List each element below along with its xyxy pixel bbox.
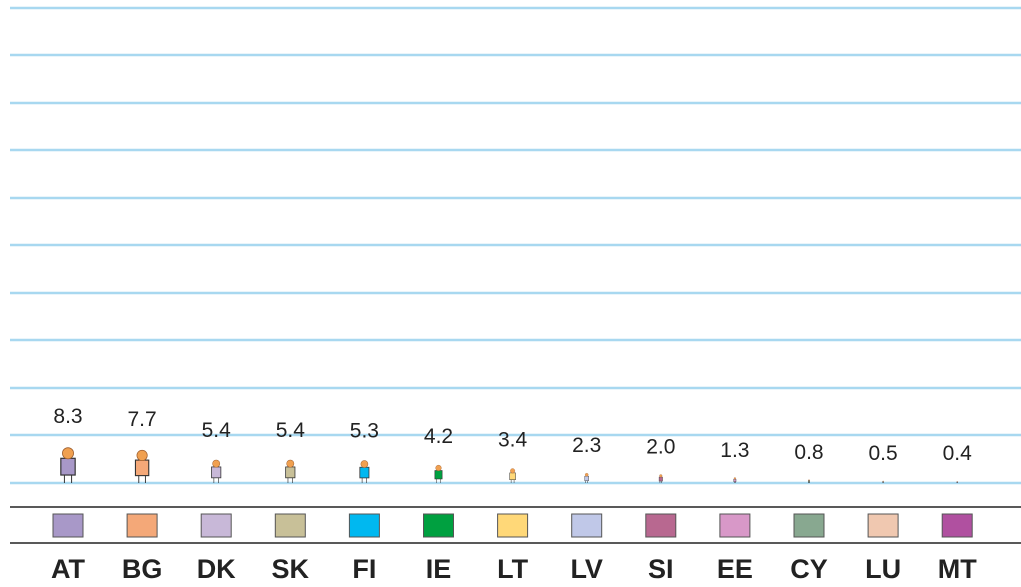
value-label: 5.3 — [350, 420, 379, 443]
figure-head — [956, 481, 958, 482]
figure-body — [808, 480, 810, 483]
figure-head — [212, 459, 221, 468]
value-label: 2.3 — [572, 434, 601, 457]
legend-swatch — [52, 513, 84, 538]
figure-head — [435, 464, 442, 471]
figure-head — [62, 447, 74, 460]
figure-body — [509, 472, 516, 480]
legend-swatch — [274, 513, 306, 538]
pictogram-figure — [359, 460, 370, 483]
category-label: CY — [790, 554, 828, 584]
legend-swatch — [867, 513, 899, 538]
category-label: LT — [497, 554, 528, 584]
legend-swatch — [348, 513, 380, 538]
category-label: MT — [938, 554, 977, 584]
pictogram-figure — [285, 459, 296, 483]
category-label: FI — [352, 554, 376, 584]
category-label: LV — [570, 554, 603, 584]
figure-head — [286, 459, 295, 468]
figure-head — [360, 460, 369, 468]
category-label: EE — [717, 554, 753, 584]
figure-body — [733, 478, 737, 482]
pictogram-figure — [509, 468, 516, 483]
category-label: SK — [272, 554, 310, 584]
figure-body — [211, 466, 222, 479]
legend-swatch — [423, 513, 454, 538]
figure-body — [584, 475, 589, 481]
legend-swatch — [200, 513, 232, 538]
value-label: 1.3 — [720, 439, 749, 462]
background-grid — [10, 6, 1021, 485]
legend-swatch — [941, 513, 973, 538]
value-label: 5.4 — [276, 419, 306, 442]
figure-body — [359, 466, 370, 479]
category-label: BG — [122, 554, 163, 584]
figure-body — [60, 457, 76, 476]
value-label: 3.4 — [498, 429, 528, 452]
category-label: SI — [648, 554, 674, 584]
pictogram-figure — [658, 474, 663, 483]
value-label: 7.7 — [127, 408, 156, 431]
legend-swatch — [571, 513, 603, 538]
value-label: 0.5 — [868, 442, 897, 465]
figure-head — [808, 479, 810, 481]
figure-head — [585, 473, 589, 477]
value-label: 5.4 — [202, 419, 232, 442]
value-label: 2.0 — [646, 435, 675, 458]
legend-swatch — [645, 513, 677, 538]
legend-swatch — [719, 513, 751, 538]
category-label: LU — [865, 554, 901, 584]
pictogram-figure — [733, 477, 737, 483]
legend-swatch — [793, 513, 825, 538]
pictogram-figure — [60, 447, 76, 483]
category-label: IE — [426, 554, 452, 584]
category-label: DK — [197, 554, 236, 584]
legend-swatch — [497, 513, 529, 538]
figure-body — [285, 466, 296, 479]
pictogram-figure — [211, 459, 222, 483]
pictogram-figure — [882, 480, 884, 483]
legend-swatch — [126, 513, 158, 538]
pictogram-figure — [434, 464, 443, 483]
figure-body — [658, 476, 663, 482]
pictogram-figure — [134, 449, 150, 483]
figure-head — [733, 477, 736, 480]
value-label: 0.4 — [943, 442, 973, 465]
value-label: 4.2 — [424, 425, 453, 448]
value-label: 8.3 — [53, 405, 82, 428]
pictogram-figure — [956, 481, 958, 483]
value-label: 0.8 — [794, 441, 823, 464]
figure-body — [434, 470, 443, 480]
figure-body — [134, 459, 150, 477]
pictogram-figure — [808, 479, 810, 483]
figure-head — [659, 474, 663, 478]
category-label: AT — [51, 554, 85, 584]
figure-head — [136, 449, 148, 461]
figure-head — [510, 468, 516, 474]
figure-head — [882, 480, 884, 482]
pictogram-figure — [584, 473, 589, 483]
